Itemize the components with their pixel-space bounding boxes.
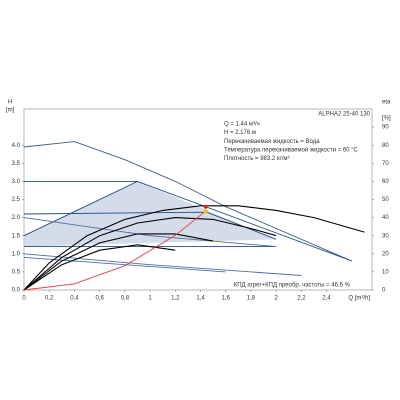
- y2-unit: [%]: [382, 116, 391, 122]
- y2-tick-label: 10: [382, 269, 389, 275]
- annotation: Плотность = 983.2 кг/м³: [224, 156, 289, 162]
- y-tick-label: 4.0: [12, 143, 21, 149]
- x-tick-label: 1,2: [171, 296, 180, 302]
- curve: [23, 233, 214, 291]
- annotation: Q = 1.44 м³/ч: [224, 122, 260, 128]
- curve: [23, 205, 365, 291]
- y2-label: eta: [382, 100, 391, 106]
- curve: [23, 180, 138, 237]
- shaded-area: [24, 181, 277, 247]
- curve: [23, 256, 226, 273]
- curve: [23, 217, 277, 248]
- y-tick-label: 2.5: [12, 197, 21, 203]
- y2-tick-label: 30: [382, 233, 389, 239]
- x-tick-label: 0: [22, 296, 26, 302]
- curve: [23, 217, 277, 291]
- x-tick-label: 1,6: [222, 296, 231, 302]
- y-label: H: [8, 100, 12, 106]
- y-tick-label: 1.0: [12, 251, 21, 257]
- x-tick-label: 0,8: [121, 296, 130, 302]
- curve: [23, 253, 302, 276]
- annotation: Температура перекачиваемой жидкости = 60…: [224, 146, 359, 153]
- x-tick-label: 1: [148, 296, 152, 302]
- x-tick-label: 1,8: [247, 296, 256, 302]
- x-tick-label: 0,6: [95, 296, 104, 302]
- x-tick-label: 2: [275, 296, 279, 302]
- plot-frame: [23, 108, 373, 291]
- x-tick-label: 2,4: [322, 296, 331, 302]
- y-unit: [m]: [6, 108, 15, 114]
- y2-tick-label: 40: [382, 215, 389, 221]
- x-tick-label: 0,2: [45, 296, 54, 302]
- x-tick-label: 2,2: [297, 296, 306, 302]
- x-label: Q [m³/h]: [348, 296, 370, 302]
- y-tick-label: 0.0: [12, 288, 21, 294]
- y2-tick-label: 20: [382, 251, 389, 257]
- curve: [23, 210, 206, 291]
- annotation: Перекачиваемая жидкость = Вода: [224, 139, 320, 145]
- footnote: КПД агрег+КПД преобр. частоты = 46.6 %: [234, 283, 351, 289]
- y2-tick-label: 90: [382, 125, 389, 131]
- operating-point: [203, 209, 208, 214]
- annotation: H = 2.176 м: [224, 130, 256, 136]
- curve: [23, 141, 352, 262]
- x-tick-label: 1,4: [196, 296, 205, 302]
- y-tick-label: 3.5: [12, 161, 21, 167]
- y2-tick-label: 80: [382, 143, 389, 149]
- y-tick-label: 2.0: [12, 215, 21, 221]
- y-tick-label: 3.0: [12, 179, 21, 185]
- x-tick-label: 0,4: [70, 296, 79, 302]
- y2-tick-label: 70: [382, 161, 389, 167]
- y2-tick-label: 0: [382, 288, 386, 294]
- operating-point: [203, 204, 208, 209]
- y2-tick-label: 50: [382, 197, 389, 203]
- y-tick-label: 0.5: [12, 269, 21, 275]
- chart-title: ALPHA2 25-40 130: [318, 112, 370, 118]
- y2-tick-label: 60: [382, 179, 389, 185]
- y-tick-label: 1.5: [12, 233, 21, 239]
- curve: [23, 244, 176, 291]
